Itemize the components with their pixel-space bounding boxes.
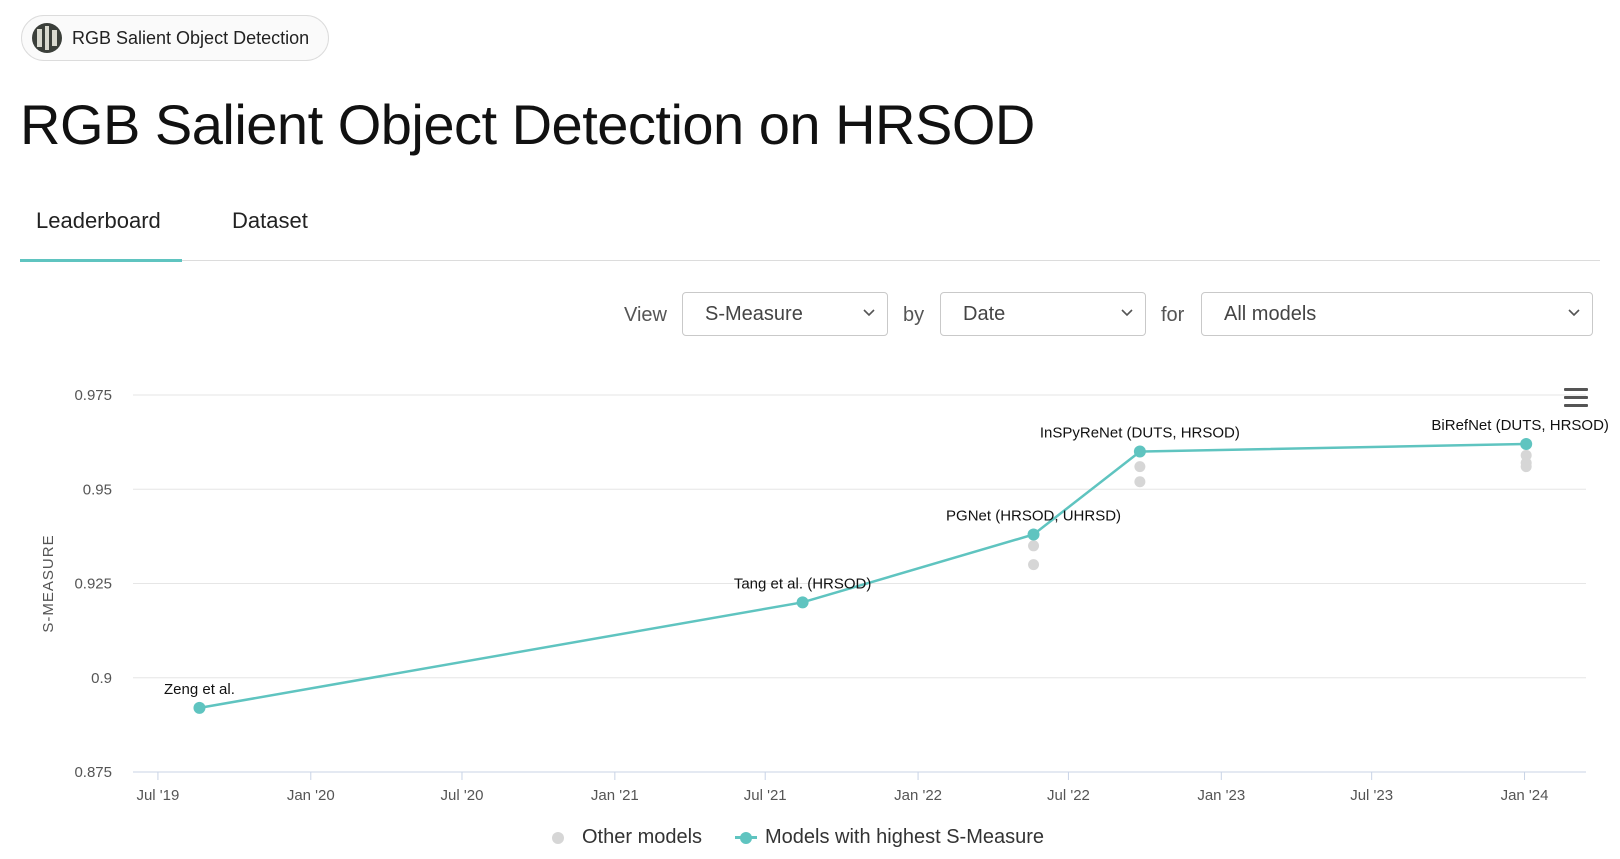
- task-chip[interactable]: RGB Salient Object Detection: [21, 15, 329, 61]
- x-tick-label: Jul '21: [744, 787, 787, 804]
- tab-dataset[interactable]: Dataset: [232, 208, 308, 233]
- best-model-point: [796, 596, 809, 609]
- axis-select-value: Date: [963, 302, 1006, 325]
- legend-best-models[interactable]: Models with highest S-Measure: [735, 826, 1044, 849]
- chevron-down-icon: [1121, 309, 1133, 317]
- metric-select[interactable]: S-Measure: [682, 292, 888, 336]
- x-tick-label: Jan '21: [591, 787, 639, 804]
- y-axis-label: S-MEASURE: [40, 534, 57, 632]
- model-filter-select[interactable]: All models: [1201, 292, 1593, 336]
- legend-best-label: Models with highest S-Measure: [765, 826, 1045, 848]
- y-tick-label: 0.875: [74, 764, 112, 781]
- legend-other-models[interactable]: Other models: [552, 826, 702, 849]
- best-model-point: [193, 701, 206, 714]
- other-model-point: [1028, 540, 1040, 552]
- sota-chart: 0.875 0.9 0.925 0.95 0.975 Jul '19 Jan '20 Jul …: [40, 387, 1609, 804]
- chart-legend: Other models Models with highest S-Measu…: [0, 826, 1620, 854]
- chart-menu-icon[interactable]: [1564, 388, 1588, 408]
- y-tick-label: 0.975: [74, 387, 112, 404]
- x-tick-label: Jan '22: [894, 787, 942, 804]
- x-tick-label: Jan '20: [287, 787, 335, 804]
- by-label: by: [903, 304, 925, 326]
- dataset-thumbnail-icon: [32, 23, 62, 53]
- other-model-point: [1028, 559, 1040, 571]
- y-tick-label: 0.925: [74, 576, 112, 593]
- best-model-point: [1027, 528, 1040, 541]
- task-chip-label: RGB Salient Object Detection: [72, 27, 310, 48]
- data-label: InSPyReNet (DUTS, HRSOD): [1040, 425, 1240, 442]
- view-label: View: [624, 304, 667, 326]
- data-label: PGNet (HRSOD, UHRSD): [946, 507, 1121, 524]
- model-filter-select-value: All models: [1224, 302, 1317, 325]
- other-model-point: [1134, 461, 1146, 473]
- y-tick-label: 0.95: [83, 481, 112, 498]
- x-tick-label: Jul '22: [1047, 787, 1090, 804]
- other-model-point: [1134, 476, 1146, 488]
- data-label: BiRefNet (DUTS, HRSOD): [1431, 417, 1609, 434]
- axis-select[interactable]: Date: [940, 292, 1146, 336]
- x-tick-label: Jan '24: [1501, 787, 1549, 804]
- x-tick-label: Jul '23: [1350, 787, 1393, 804]
- y-tick-label: 0.9: [91, 670, 112, 687]
- x-tick-label: Jul '19: [136, 787, 179, 804]
- x-tick-label: Jan '23: [1197, 787, 1245, 804]
- for-label: for: [1161, 304, 1185, 326]
- best-model-point: [1520, 438, 1533, 451]
- chevron-down-icon: [863, 309, 875, 317]
- chevron-down-icon: [1568, 309, 1580, 317]
- page-title: RGB Salient Object Detection on HRSOD: [20, 93, 1035, 156]
- metric-select-value: S-Measure: [705, 302, 803, 325]
- gray-dot-icon: [552, 831, 564, 844]
- tab-bar: Leaderboard Dataset: [20, 196, 1600, 262]
- best-model-point: [1133, 445, 1146, 458]
- data-label: Tang et al. (HRSOD): [734, 575, 872, 592]
- legend-other-label: Other models: [582, 826, 703, 848]
- other-model-point: [1520, 449, 1532, 461]
- data-label: Zeng et al.: [164, 681, 235, 698]
- x-tick-label: Jul '20: [441, 787, 484, 804]
- teal-line-marker-icon: [735, 831, 757, 844]
- active-tab-indicator: [20, 259, 182, 262]
- other-model-point: [1520, 461, 1532, 473]
- tab-leaderboard[interactable]: Leaderboard: [36, 208, 161, 233]
